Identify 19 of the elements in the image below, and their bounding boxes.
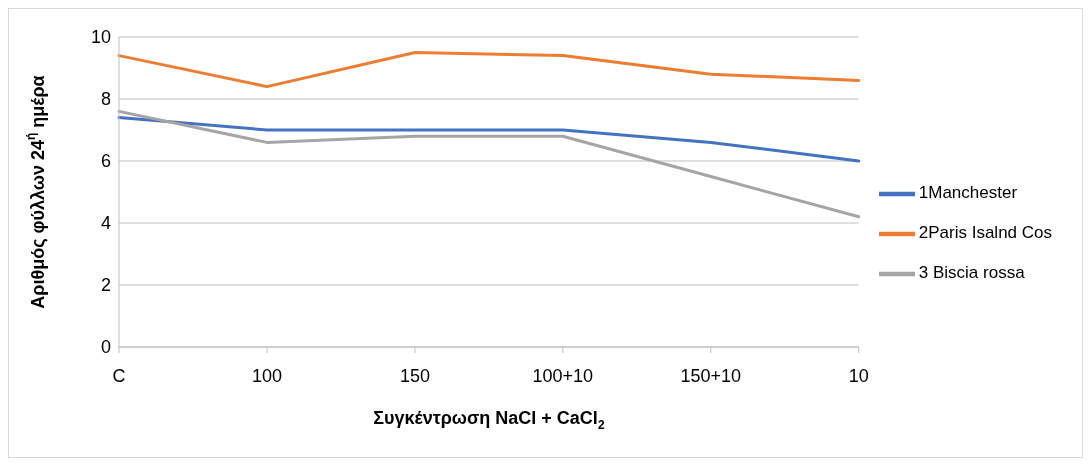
legend-label: 2Paris Isalnd Cos <box>918 223 1052 242</box>
y-tick-label: 10 <box>90 27 111 48</box>
x-tick-label: 100+10 <box>532 365 594 386</box>
line-series <box>117 116 861 163</box>
x-tick-label: 150+10 <box>680 365 742 386</box>
legend-label: 1Manchester <box>918 183 1018 202</box>
x-tick-label: 10 <box>848 365 869 386</box>
x-tick-label: 100 <box>251 365 282 386</box>
y-tick-label: 0 <box>100 337 111 358</box>
x-tick-label: 150 <box>399 365 430 386</box>
y-tick-label: 8 <box>100 89 111 110</box>
line-series <box>117 109 861 219</box>
legend-label: 3 Biscia rossa <box>918 263 1025 282</box>
x-tick-label: C <box>112 365 126 386</box>
y-tick-label: 2 <box>100 275 111 296</box>
y-tick-label: 6 <box>100 151 111 172</box>
x-axis-title: Συγκέντρωση NaCl + CaCl$_{2}$ <box>373 407 605 433</box>
line-series <box>117 51 861 89</box>
y-tick-label: 4 <box>100 213 111 234</box>
